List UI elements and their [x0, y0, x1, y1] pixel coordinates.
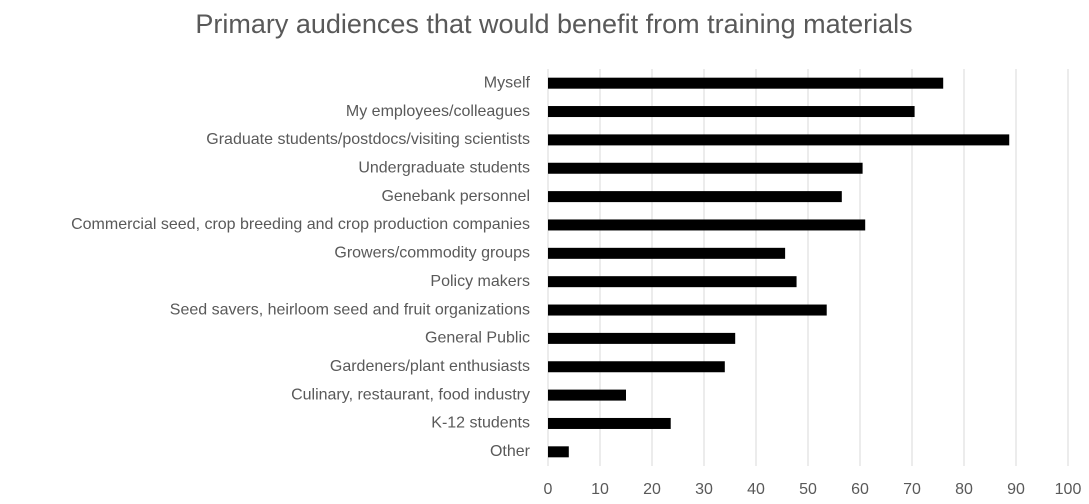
x-tick-label: 20: [643, 481, 661, 498]
x-tick-label: 80: [955, 481, 973, 498]
y-tick-label: K-12 students: [431, 415, 530, 432]
bar: [548, 389, 626, 401]
bar: [548, 106, 915, 118]
y-tick-label: Seed savers, heirloom seed and fruit org…: [170, 301, 530, 318]
bar: [548, 417, 671, 429]
y-tick-label: Commercial seed, crop breeding and crop …: [71, 216, 530, 233]
bar: [548, 162, 863, 174]
y-tick-label: Gardeners/plant enthusiasts: [330, 358, 530, 375]
bar: [548, 276, 797, 288]
bar: [548, 134, 1010, 146]
y-tick-label: Graduate students/postdocs/visiting scie…: [206, 131, 530, 148]
y-tick-label: Genebank personnel: [381, 188, 530, 205]
bar: [548, 446, 569, 458]
x-tick-label: 30: [695, 481, 713, 498]
x-tick-label: 0: [544, 481, 553, 498]
bar: [548, 332, 736, 344]
bar: [548, 77, 944, 89]
bar: [548, 219, 866, 231]
y-tick-label: Growers/commodity groups: [334, 245, 530, 262]
y-tick-label: Other: [490, 443, 531, 460]
bar: [548, 191, 842, 203]
x-tick-label: 60: [851, 481, 869, 498]
x-tick-label: 90: [1007, 481, 1025, 498]
chart-title: Primary audiences that would benefit fro…: [195, 9, 912, 39]
y-tick-label: Myself: [484, 74, 531, 91]
x-tick-label: 100: [1055, 481, 1082, 498]
x-tick-label: 50: [799, 481, 817, 498]
y-tick-label: My employees/colleagues: [346, 103, 530, 120]
bar: [548, 247, 786, 259]
y-tick-label: Undergraduate students: [358, 159, 530, 176]
x-tick-label: 70: [903, 481, 921, 498]
y-tick-label: Policy makers: [430, 273, 530, 290]
bar: [548, 361, 725, 373]
bar: [548, 304, 827, 316]
x-tick-label: 10: [591, 481, 609, 498]
x-tick-label: 40: [747, 481, 765, 498]
y-tick-label: Culinary, restaurant, food industry: [291, 386, 530, 403]
y-tick-label: General Public: [425, 330, 530, 347]
